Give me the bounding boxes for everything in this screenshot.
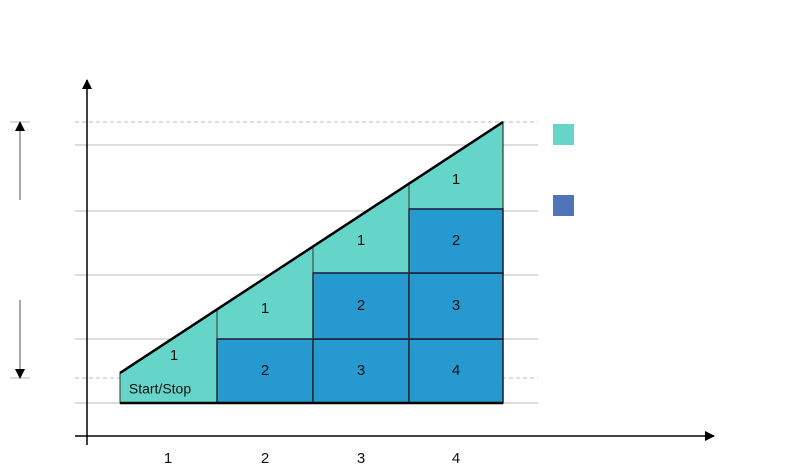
cell-label: 1 — [170, 347, 178, 364]
cell-label: 1 — [357, 232, 365, 249]
cell-label: 3 — [452, 297, 460, 314]
x-axis-label: 4 — [452, 450, 460, 466]
x-axis-label: 2 — [261, 450, 269, 466]
cell-label: 4 — [452, 362, 460, 379]
x-axis-label: 1 — [164, 450, 172, 466]
hypotenuse — [119, 120, 504, 375]
column-dividers — [119, 185, 410, 403]
cell-label: 2 — [261, 362, 269, 379]
cell-label: 1 — [452, 171, 460, 188]
legend-swatch — [553, 124, 574, 145]
cell-label: Start/Stop — [129, 381, 191, 397]
legend-swatch — [553, 195, 574, 216]
cell-label: 3 — [357, 362, 365, 379]
cell-label: 1 — [261, 300, 269, 317]
cell-label: 2 — [452, 232, 460, 249]
cell-label: 2 — [357, 297, 365, 314]
x-axis-label: 3 — [357, 450, 365, 466]
blocks — [216, 208, 504, 404]
